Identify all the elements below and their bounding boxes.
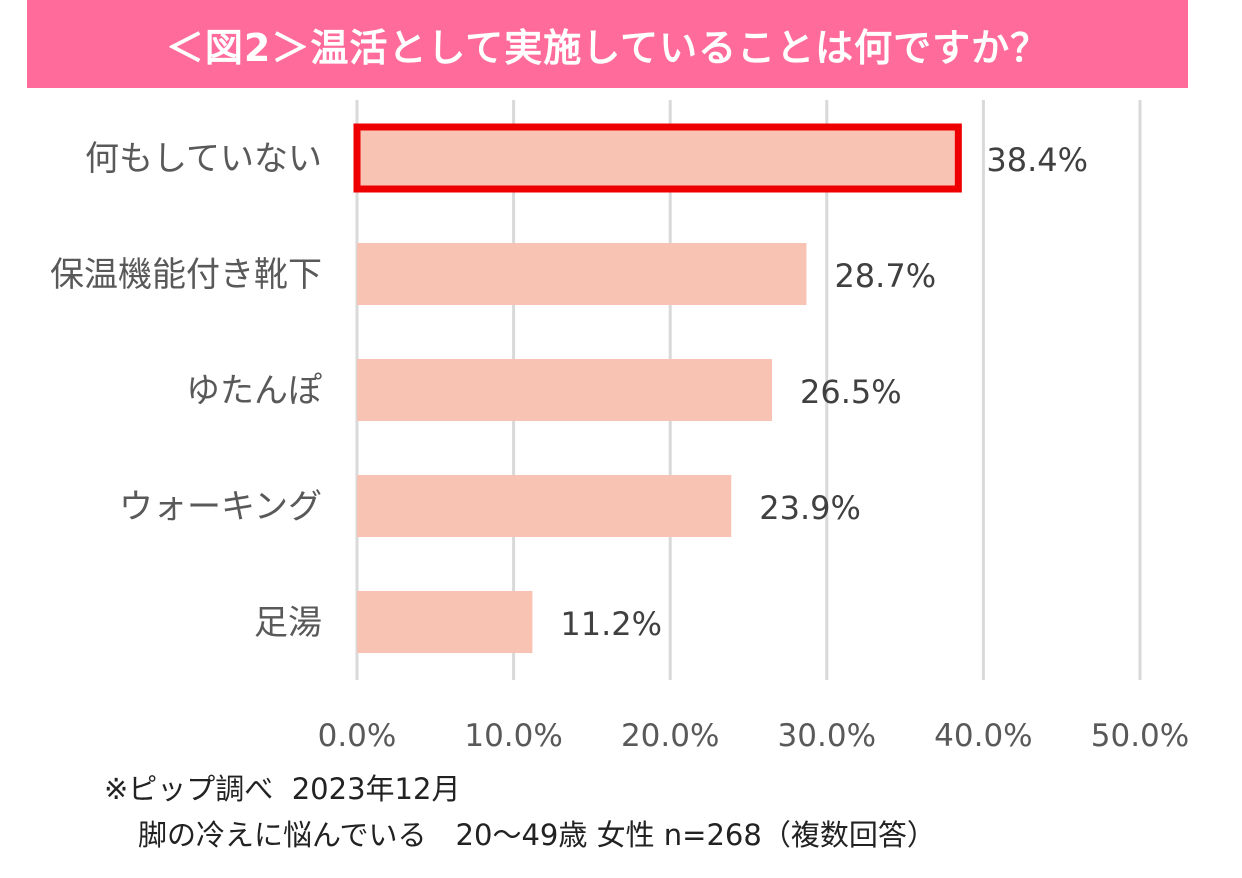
x-tick-label: 40.0%	[934, 718, 1032, 754]
sample-note: 脚の冷えに悩んでいる 20～49歳 女性 n=268（複数回答）	[138, 818, 936, 852]
bar	[357, 359, 772, 421]
chart-title: ＜図2＞温活として実施していることは何ですか？	[165, 25, 1050, 70]
x-tick-label: 0.0%	[318, 718, 397, 754]
category-label: 足湯	[254, 603, 322, 643]
x-tick-label: 30.0%	[778, 718, 876, 754]
bars	[353, 123, 962, 653]
category-label: 何もしていない	[85, 139, 322, 179]
data-label: 23.9%	[759, 489, 861, 527]
bar	[357, 243, 807, 305]
category-label: ウォーキング	[119, 487, 322, 527]
data-label: 28.7%	[834, 257, 936, 295]
data-label: 26.5%	[800, 373, 902, 411]
bar	[357, 591, 533, 653]
x-tick-label: 20.0%	[621, 718, 719, 754]
source-note: ※ピップ調べ 2023年12月	[104, 772, 461, 806]
bar-highlighted	[353, 123, 962, 193]
data-label: 38.4%	[986, 141, 1088, 179]
category-label: ゆたんぽ	[186, 371, 322, 411]
x-tick-label: 10.0%	[464, 718, 562, 754]
category-label: 保温機能付き靴下	[50, 255, 322, 295]
x-tick-label: 50.0%	[1091, 718, 1189, 754]
data-label: 11.2%	[560, 605, 662, 643]
chart-title-bar: ＜図2＞温活として実施していることは何ですか？	[27, 0, 1188, 88]
bar	[357, 475, 732, 537]
labels: 0.0% 10.0% 20.0% 30.0% 40.0% 50.0% 何もしていない 38.4…	[50, 139, 1189, 754]
